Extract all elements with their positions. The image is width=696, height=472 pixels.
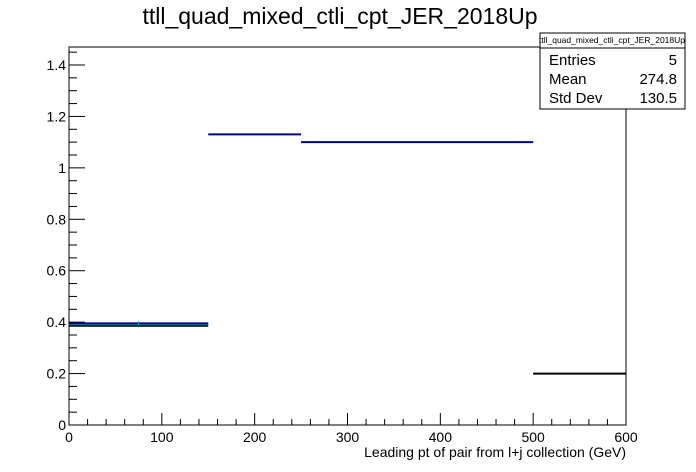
stats-label: Mean: [549, 71, 587, 88]
stats-rows: Entries 5 Mean 274.8 Std Dev 130.5: [549, 52, 677, 107]
stats-value: 274.8: [639, 71, 677, 88]
x-axis-title: Leading pt of pair from l+j collection (…: [364, 444, 626, 460]
stats-label: Std Dev: [549, 90, 603, 107]
y-tick-label: 0.6: [47, 263, 67, 279]
x-tick-label: 200: [243, 429, 267, 445]
x-tick-label: 0: [65, 429, 73, 445]
x-tick-label: 600: [614, 429, 638, 445]
y-tick-label: 0.8: [47, 211, 67, 227]
stats-label: Entries: [549, 52, 596, 69]
stats-box: ttll_quad_mixed_ctli_cpt_JER_2018Up Entr…: [539, 32, 686, 110]
y-axis: 0 0.2 0.4 0.6 0.8 1 1.2 1.4: [47, 51, 85, 433]
y-tick-label: 1.4: [47, 57, 67, 73]
stats-value: 130.5: [639, 90, 677, 107]
x-tick-label: 300: [336, 429, 360, 445]
y-tick-label: 1: [58, 160, 66, 176]
x-tick-label: 100: [150, 429, 174, 445]
stats-box-title: ttll_quad_mixed_ctli_cpt_JER_2018Up: [539, 35, 685, 45]
x-tick-label: 500: [521, 429, 545, 445]
y-tick-label: 0: [58, 417, 66, 433]
chart-title: ttll_quad_mixed_ctli_cpt_JER_2018Up: [142, 3, 537, 29]
y-tick-label: 0.2: [47, 366, 67, 382]
y-tick-label: 1.2: [47, 108, 67, 124]
histogram-bins: [69, 133, 626, 375]
x-tick-label: 400: [429, 429, 453, 445]
x-axis: 0 100 200 300 400 500 600: [65, 413, 638, 445]
stats-value: 5: [669, 52, 677, 69]
y-tick-label: 0.4: [47, 314, 67, 330]
